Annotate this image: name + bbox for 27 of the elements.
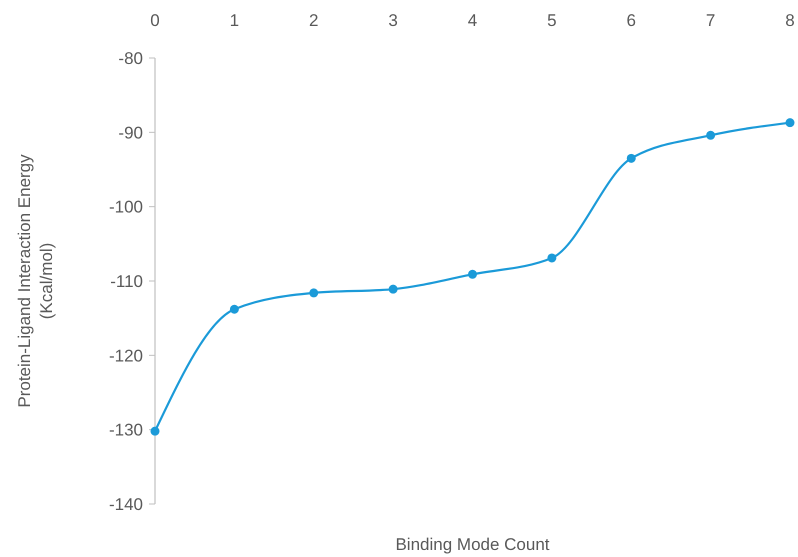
x-tick-label: 7: [706, 11, 716, 30]
point: [230, 304, 239, 314]
y-tick-label: -90: [118, 123, 143, 142]
x-tick-label: 2: [309, 11, 318, 30]
point: [626, 154, 636, 163]
y-tick-label: -110: [110, 272, 143, 291]
x-tick-label: 1: [230, 11, 240, 30]
point: [309, 288, 318, 298]
x-tick-label: 3: [388, 11, 398, 30]
point: [468, 270, 477, 279]
x-tick-label: 5: [547, 11, 557, 30]
point: [786, 118, 794, 128]
x-tick-label: 4: [468, 11, 478, 30]
point: [150, 426, 160, 436]
x-tick-label: 8: [785, 11, 795, 30]
y-tick-label: -130: [108, 420, 143, 440]
x-tick-label: 6: [626, 11, 636, 30]
y-tick-label: -100: [108, 198, 143, 217]
x-axis-title: Binding Mode Count: [395, 535, 550, 554]
y-tick-label: -80: [118, 48, 143, 68]
point: [706, 130, 716, 140]
point: [388, 284, 398, 294]
point: [547, 253, 556, 262]
y-tick-label: -140: [108, 494, 143, 514]
x-tick-label: 0: [150, 11, 160, 30]
y-tick-label: -120: [108, 346, 143, 366]
y-axis-title: Protein-Ligand Interaction Energy (Kcal/mol): [15, 154, 56, 408]
